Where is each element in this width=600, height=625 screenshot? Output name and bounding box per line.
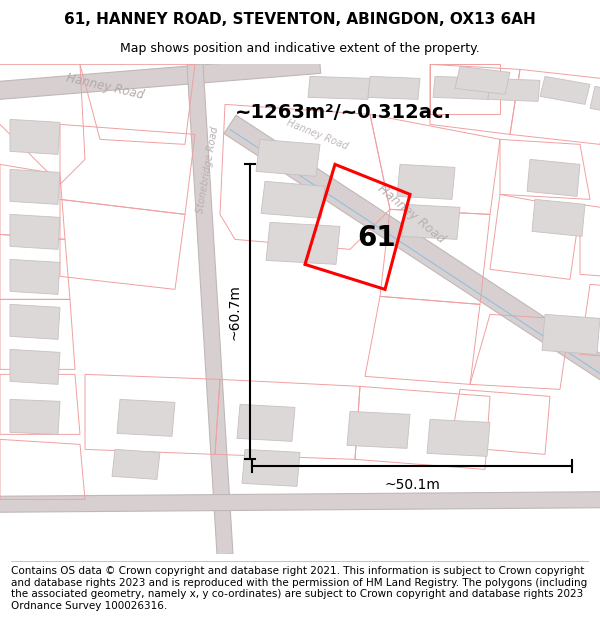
Text: 61: 61 bbox=[358, 224, 396, 252]
Polygon shape bbox=[261, 181, 325, 218]
Text: Hanney Road: Hanney Road bbox=[285, 118, 349, 151]
Text: Contains OS data © Crown copyright and database right 2021. This information is : Contains OS data © Crown copyright and d… bbox=[11, 566, 587, 611]
Polygon shape bbox=[10, 259, 60, 294]
Polygon shape bbox=[308, 76, 370, 99]
Polygon shape bbox=[540, 76, 590, 104]
Polygon shape bbox=[397, 164, 455, 199]
Text: Hanney Road: Hanney Road bbox=[375, 182, 448, 246]
Text: Stonebridge Road: Stonebridge Road bbox=[196, 125, 221, 214]
Polygon shape bbox=[10, 349, 60, 384]
Polygon shape bbox=[527, 159, 580, 196]
Polygon shape bbox=[237, 404, 295, 441]
Polygon shape bbox=[117, 399, 175, 436]
Polygon shape bbox=[368, 76, 420, 99]
Polygon shape bbox=[242, 449, 300, 486]
Text: ~60.7m: ~60.7m bbox=[228, 284, 242, 340]
Polygon shape bbox=[488, 78, 540, 101]
Polygon shape bbox=[10, 304, 60, 339]
Polygon shape bbox=[427, 419, 490, 456]
Polygon shape bbox=[0, 491, 600, 512]
Text: Hanney Road: Hanney Road bbox=[65, 71, 145, 102]
Polygon shape bbox=[10, 214, 60, 249]
Polygon shape bbox=[433, 76, 490, 99]
Polygon shape bbox=[542, 314, 600, 354]
Polygon shape bbox=[455, 66, 510, 94]
Polygon shape bbox=[10, 119, 60, 154]
Polygon shape bbox=[347, 411, 410, 448]
Text: ~50.1m: ~50.1m bbox=[384, 478, 440, 492]
Polygon shape bbox=[10, 399, 60, 434]
Polygon shape bbox=[112, 449, 160, 479]
Text: Map shows position and indicative extent of the property.: Map shows position and indicative extent… bbox=[120, 41, 480, 54]
Polygon shape bbox=[402, 204, 460, 239]
Polygon shape bbox=[0, 56, 321, 103]
Polygon shape bbox=[532, 199, 585, 236]
Polygon shape bbox=[266, 222, 340, 264]
Polygon shape bbox=[256, 139, 320, 176]
Text: ~1263m²/~0.312ac.: ~1263m²/~0.312ac. bbox=[235, 103, 452, 122]
Polygon shape bbox=[10, 169, 60, 204]
Text: 61, HANNEY ROAD, STEVENTON, ABINGDON, OX13 6AH: 61, HANNEY ROAD, STEVENTON, ABINGDON, OX… bbox=[64, 12, 536, 27]
Polygon shape bbox=[590, 86, 600, 116]
Polygon shape bbox=[187, 64, 233, 555]
Polygon shape bbox=[224, 115, 600, 409]
